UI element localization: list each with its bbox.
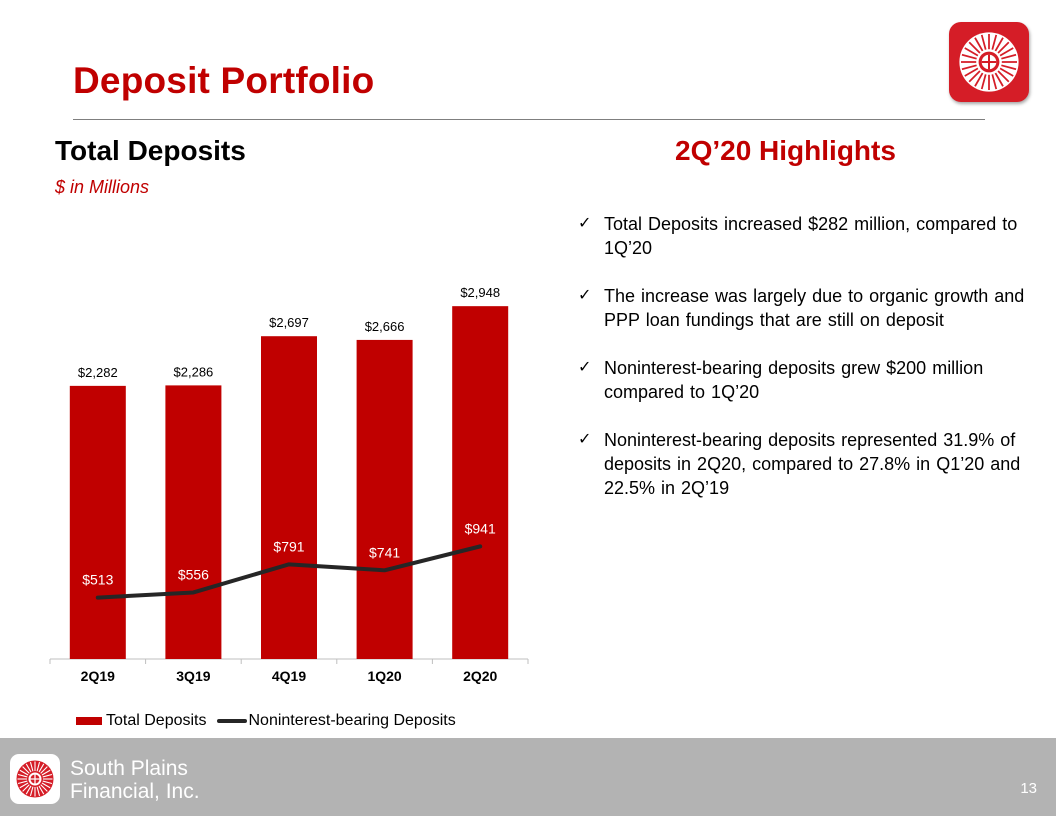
slide-title: Deposit Portfolio (73, 60, 375, 101)
bar-data-label: $2,697 (269, 315, 309, 330)
line-point (384, 569, 386, 571)
legend-swatch-line (216, 719, 247, 723)
highlight-item: ✓ Noninterest-bearing deposits grew $200 … (578, 356, 1038, 404)
highlight-text: The increase was largely due to organic … (604, 286, 1025, 330)
x-tick-label: 2Q19 (81, 668, 115, 684)
bar-total-deposits (261, 336, 317, 659)
logo-spoke (974, 72, 984, 87)
legend-label: Noninterest-bearing Deposits (248, 712, 456, 729)
x-tick-label: 4Q19 (272, 668, 306, 684)
line-data-label: $556 (178, 566, 209, 582)
logo-spoke (41, 782, 51, 789)
bar-total-deposits (452, 306, 509, 659)
line-data-label: $941 (465, 520, 496, 536)
logo-spoke (961, 64, 977, 71)
highlight-text: Total Deposits increased $282 million, c… (604, 214, 1018, 258)
logo-spoke (19, 782, 29, 789)
logo-spoke (999, 67, 1014, 77)
line-data-label: $791 (273, 538, 304, 554)
logo-spoke (40, 784, 48, 792)
logo-spoke (40, 766, 48, 774)
logo-spoke (964, 67, 979, 77)
logo-spoke (29, 761, 34, 772)
bar-data-label: $2,948 (460, 285, 500, 300)
logo-spoke (25, 785, 32, 795)
total-deposits-chart: $2,282 $2,286 $2,697 $2,666 $2,948 2Q19 3Q19 4Q… (49, 285, 529, 684)
check-icon: ✓ (578, 215, 592, 232)
line-data-label: $741 (369, 544, 400, 560)
logo-spoke (1001, 53, 1017, 60)
logo-spoke (994, 72, 1004, 87)
logo-spoke (974, 37, 984, 52)
bar-total-deposits (165, 385, 222, 659)
company-name-line2: Financial, Inc. (70, 780, 200, 803)
logo-spoke (980, 74, 987, 90)
line-point (97, 597, 99, 599)
logo-spoke (997, 70, 1010, 83)
page-number: 13 (1020, 780, 1037, 797)
logo-spoke (25, 763, 32, 773)
highlight-item: ✓ Total Deposits increased $282 million, … (578, 212, 1038, 260)
section-subtitle: $ in Millions (55, 177, 150, 197)
x-tick-label: 3Q19 (176, 668, 210, 684)
logo-spoke (999, 47, 1014, 57)
logo-spoke (36, 761, 41, 772)
logo-spoke (42, 780, 53, 785)
title-divider (73, 119, 985, 120)
logo-spoke (991, 74, 998, 90)
legend-swatch-bar (76, 717, 102, 725)
highlight-text: Noninterest-bearing deposits represented… (604, 430, 1021, 498)
logo-spoke (994, 37, 1004, 52)
logo-spoke (36, 786, 41, 797)
logo-spoke (19, 769, 29, 776)
legend-label: Total Deposits (106, 712, 207, 729)
logo-spoke (38, 785, 45, 795)
logo-spoke (964, 47, 979, 57)
highlights-list: ✓ Total Deposits increased $282 million, … (578, 212, 1038, 524)
logo-spoke (29, 786, 34, 797)
check-icon: ✓ (578, 359, 592, 376)
logo-spoke (968, 70, 981, 83)
logo-spoke (41, 769, 51, 776)
line-data-label: $513 (82, 572, 113, 588)
logo-spoke (961, 53, 977, 60)
logo-spoke (42, 773, 53, 778)
logo-spoke (38, 763, 45, 773)
highlight-item: ✓ Noninterest-bearing deposits represente… (578, 428, 1038, 500)
x-tick-label: 2Q20 (463, 668, 497, 684)
bar-data-label: $2,286 (174, 364, 214, 379)
company-name-line1: South Plains (70, 757, 188, 780)
bar-data-label: $2,282 (78, 365, 118, 380)
check-icon: ✓ (578, 431, 592, 448)
logo-spoke (968, 41, 981, 54)
highlights-title: 2Q’20 Highlights (675, 135, 896, 166)
logo-spoke (980, 34, 987, 50)
highlight-text: Noninterest-bearing deposits grew $200 m… (604, 358, 984, 402)
line-point (479, 545, 481, 547)
logo-spoke (22, 766, 30, 774)
logo-spoke (17, 773, 28, 778)
x-tick-label: 1Q20 (367, 668, 401, 684)
logo-spoke (17, 780, 28, 785)
legend-item-total-deposits: Total Deposits (76, 712, 207, 730)
highlight-item: ✓ The increase was largely due to organic… (578, 284, 1038, 332)
bar-data-label: $2,666 (365, 319, 405, 334)
bar-total-deposits (356, 339, 413, 659)
company-name: South Plains Financial, Inc. (70, 757, 270, 803)
logo-spoke (997, 41, 1010, 54)
line-point (192, 591, 194, 593)
logo-spoke (22, 784, 30, 792)
footer-logo-icon (10, 754, 60, 804)
bar-total-deposits (69, 385, 126, 659)
logo-spoke (1001, 64, 1017, 71)
section-title: Total Deposits (55, 135, 246, 166)
legend-item-noninterest-deposits: Noninterest-bearing Deposits (216, 712, 456, 730)
check-icon: ✓ (578, 287, 592, 304)
line-point (288, 563, 290, 565)
logo-spoke (991, 34, 998, 50)
brand-logo-icon (949, 22, 1029, 102)
chart-legend: Total Deposits Noninterest-bearing Depos… (76, 711, 466, 731)
footer-bar: South Plains Financial, Inc. 13 (0, 738, 1056, 816)
